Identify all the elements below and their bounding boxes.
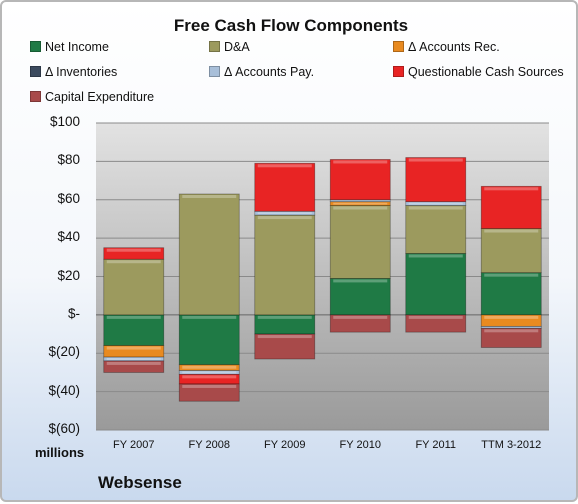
bar-segment — [405, 157, 467, 203]
x-tick-label: FY 2011 — [415, 439, 457, 451]
bar-highlight — [408, 206, 463, 210]
bar-segment — [254, 333, 316, 360]
legend-label: D&A — [224, 40, 250, 54]
legend-item: Δ Accounts Rec. — [393, 40, 500, 54]
y-tick-label: $20 — [57, 267, 80, 283]
x-tick-label: FY 2009 — [264, 439, 306, 451]
legend-label: Δ Accounts Rec. — [408, 40, 500, 54]
legend-item: Δ Accounts Pay. — [209, 65, 314, 79]
bar-highlight — [182, 371, 237, 374]
bar-segment — [103, 314, 165, 346]
bar-highlight — [408, 254, 463, 258]
legend-swatch — [393, 41, 404, 52]
bar-highlight — [333, 206, 388, 210]
bar-highlight — [333, 315, 388, 319]
bar-highlight — [333, 202, 388, 205]
x-tick-label: FY 2010 — [339, 439, 381, 451]
bar-highlight — [484, 329, 539, 333]
bar-highlight — [257, 212, 312, 215]
legend-swatch — [30, 41, 41, 52]
bar-highlight — [333, 279, 388, 283]
bar-highlight — [106, 346, 161, 350]
bar-segment — [178, 370, 240, 375]
bar-segment — [178, 383, 240, 402]
bar-highlight — [408, 315, 463, 319]
legend-label: Δ Inventories — [45, 65, 118, 79]
bar-segment — [254, 162, 316, 212]
bar-highlight — [106, 358, 161, 360]
bar-highlight — [257, 335, 312, 339]
bar-segment — [480, 185, 542, 229]
bar-highlight — [182, 365, 237, 369]
y-tick-label: $60 — [57, 190, 80, 206]
bar-highlight — [182, 384, 237, 388]
bar-highlight — [106, 260, 161, 264]
y-tick-label: $(40) — [48, 382, 80, 398]
bar-segment — [329, 205, 391, 279]
y-tick-label: $100 — [49, 114, 80, 129]
bar-segment — [178, 193, 240, 316]
bar-segment — [405, 205, 467, 254]
y-tick-label: $80 — [57, 152, 80, 168]
legend-item: Net Income — [30, 40, 109, 54]
bar-highlight — [484, 229, 539, 233]
bar-highlight — [408, 158, 463, 162]
bar-segment — [480, 228, 542, 274]
bar-highlight — [408, 202, 463, 205]
x-tick-label: TTM 3-2012 — [481, 439, 542, 451]
legend-item: Questionable Cash Sources — [393, 65, 564, 79]
bar-segment — [178, 314, 240, 366]
bar-segment — [480, 327, 542, 348]
legend-swatch — [393, 66, 404, 77]
bar-highlight — [182, 315, 237, 319]
bar-segment — [103, 247, 165, 260]
legend-swatch — [30, 91, 41, 102]
y-tick-label: $- — [67, 305, 80, 321]
bar-segment — [329, 314, 391, 333]
bar-segment — [405, 314, 467, 333]
bar-highlight — [333, 160, 388, 164]
bar-highlight — [484, 273, 539, 277]
chart-title: Free Cash Flow Components — [173, 16, 409, 35]
y-tick-label: $(60) — [48, 421, 80, 436]
legend-label: Questionable Cash Sources — [408, 65, 564, 79]
bar-segment — [329, 159, 391, 201]
bar-highlight — [257, 216, 312, 220]
bar-highlight — [484, 315, 539, 319]
x-tick-label: FY 2007 — [113, 439, 155, 451]
bar-highlight — [106, 361, 161, 365]
legend: Net Income D&A Δ Accounts Rec. Δ Inventorie… — [2, 2, 578, 112]
bar-segment — [405, 253, 467, 316]
legend-label: Net Income — [45, 40, 109, 54]
legend-item: D&A — [209, 40, 250, 54]
bar-highlight — [257, 315, 312, 319]
bar-segment — [480, 272, 542, 316]
bar-highlight — [182, 194, 237, 198]
y-tick-label: $(20) — [48, 344, 80, 360]
bar-highlight — [484, 187, 539, 191]
bar-segment — [103, 360, 165, 373]
bar-segment — [254, 214, 316, 316]
bar-highlight — [257, 164, 312, 168]
legend-swatch — [209, 66, 220, 77]
y-tick-label: $40 — [57, 229, 80, 245]
bar-highlight — [182, 375, 237, 379]
bar-segment — [103, 258, 165, 316]
x-tick-label: FY 2008 — [188, 439, 230, 451]
legend-swatch — [30, 66, 41, 77]
legend-label: Capital Expenditure — [45, 90, 155, 104]
company-label: Websense — [98, 473, 182, 492]
legend-item: Capital Expenditure — [30, 90, 154, 104]
legend-swatch — [209, 41, 220, 52]
legend-label: Δ Accounts Pay. — [224, 65, 315, 79]
legend-item: Δ Inventories — [30, 65, 117, 79]
unit-label: millions — [35, 445, 85, 460]
bar-highlight — [106, 248, 161, 252]
bar-highlight — [106, 315, 161, 319]
bar-segment — [329, 278, 391, 316]
